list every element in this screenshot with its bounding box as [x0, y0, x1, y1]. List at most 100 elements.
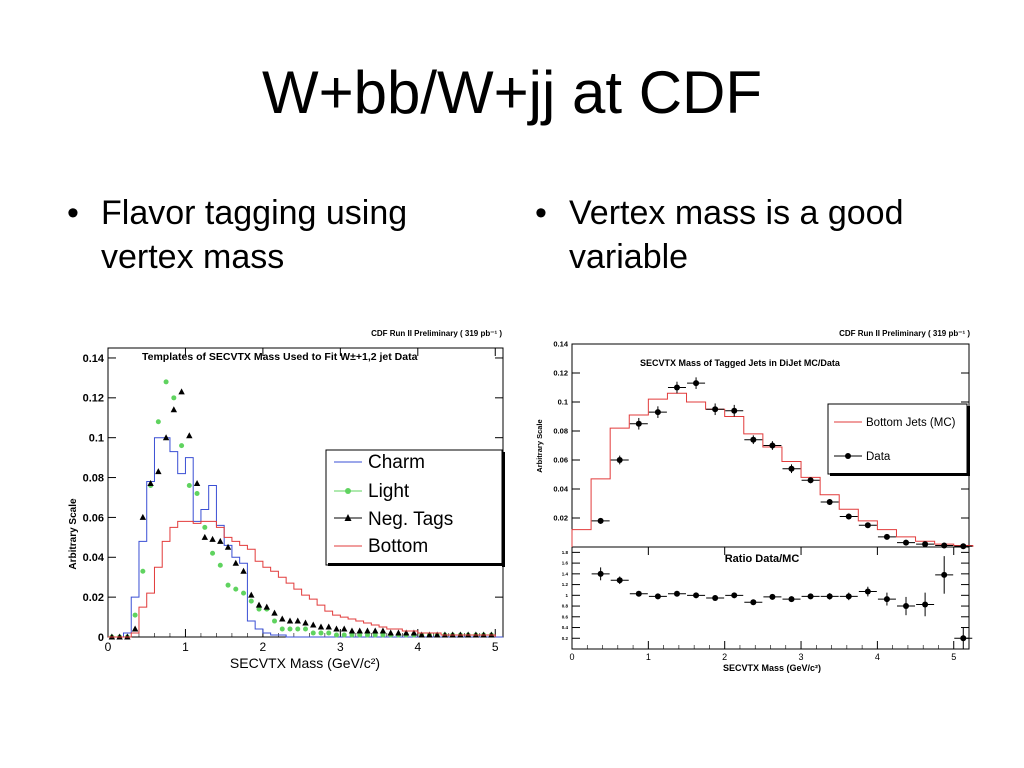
legend-light-marker — [345, 488, 351, 494]
y-tick-label: 0.02 — [553, 514, 568, 523]
light-marker — [179, 443, 185, 449]
legend-data-label: Data — [866, 451, 891, 463]
y-tick-label: 1.6 — [562, 561, 569, 566]
x-tick-label: 4 — [414, 640, 421, 654]
y-tick-label: 0.4 — [562, 625, 569, 630]
legend-charm-label: Charm — [368, 452, 425, 473]
x-tick-label: 2 — [260, 640, 267, 654]
chart-left-legend: Charm Light Neg. Tags Bottom — [325, 449, 505, 567]
chart-left-xlabel: SECVTX Mass (GeV/c²) — [230, 655, 380, 671]
negtags-marker — [224, 543, 232, 550]
negtags-marker — [426, 631, 433, 638]
light-marker — [163, 379, 169, 385]
data-point — [807, 477, 814, 484]
ratio-point — [731, 592, 738, 599]
data-point — [864, 522, 871, 529]
data-point — [826, 499, 833, 506]
y-tick-label: 0 — [98, 632, 104, 644]
data-point — [635, 420, 642, 427]
ratio-point — [960, 635, 967, 642]
negtags-marker — [433, 631, 441, 638]
light-marker — [364, 632, 370, 638]
light-marker — [279, 626, 285, 632]
chart-right-plot — [571, 377, 974, 550]
y-tick-label: 0.2 — [562, 636, 569, 641]
x-tick-label: 0 — [105, 640, 112, 654]
y-tick-label: 0.06 — [83, 512, 104, 524]
negtags-marker — [333, 625, 340, 632]
light-marker — [256, 606, 262, 612]
x-tick-label: 1 — [646, 652, 651, 662]
data-point — [769, 442, 776, 449]
data-point — [883, 533, 890, 540]
y-tick-label: 1.8 — [562, 550, 569, 555]
data-point — [693, 380, 700, 387]
legend-bottomjets-label: Bottom Jets (MC) — [866, 417, 956, 429]
data-point — [597, 517, 604, 524]
chart-left-axes: 0 1 2 3 4 5 0 0.02 0.04 0.06 0.08 0.1 0.12 0.14 — [83, 348, 503, 654]
light-marker — [202, 524, 208, 530]
negtags-marker — [186, 432, 193, 439]
ratio-point — [788, 596, 795, 603]
negtags-marker — [255, 601, 263, 608]
negtags-marker — [364, 627, 371, 634]
light-marker — [233, 586, 239, 592]
negtags-marker — [139, 513, 147, 520]
negtags-marker — [418, 631, 425, 638]
ratio-point — [750, 599, 757, 606]
chart-ratio-xlabel: SECVTX Mass (GeV/c²) — [723, 663, 821, 673]
data-point — [960, 543, 967, 550]
negtags-marker — [402, 629, 410, 636]
negtags-marker — [387, 629, 394, 636]
ratio-point — [826, 593, 833, 600]
ratio-point — [807, 593, 814, 600]
light-marker — [326, 630, 332, 636]
ratio-point — [845, 593, 852, 600]
bullet-right-line2: variable — [569, 238, 689, 276]
light-marker — [241, 590, 247, 596]
negtags-marker — [271, 609, 278, 616]
slide-title: W+bb/W+jj at CDF — [261, 59, 763, 126]
negtags-marker — [410, 629, 418, 636]
y-tick-label: 0.14 — [553, 340, 568, 349]
y-tick-label: 0.8 — [562, 604, 569, 609]
data-point — [731, 407, 738, 414]
histogram-charm — [108, 437, 503, 638]
negtags-marker — [240, 567, 247, 574]
data-point — [903, 539, 910, 546]
x-tick-label: 2 — [722, 652, 727, 662]
y-tick-label: 1.4 — [562, 571, 569, 576]
y-tick-label: 0.1 — [558, 398, 568, 407]
light-marker — [225, 582, 231, 588]
data-point — [673, 384, 680, 391]
chart-right-axes: 0.02 0.04 0.06 0.08 0.1 0.12 0.14 — [553, 340, 969, 523]
data-point — [941, 542, 948, 549]
negtags-marker — [155, 468, 162, 475]
bullet-right: • Vertex mass is a good variable — [535, 191, 989, 279]
x-tick-label: 4 — [875, 652, 880, 662]
negtags-marker — [372, 627, 379, 634]
light-marker — [210, 550, 216, 556]
ratio-point — [693, 592, 700, 599]
legend-light-label: Light — [368, 481, 410, 502]
bullet-dot: • — [535, 194, 547, 232]
bullet-left: • Flavor tagging using vertex mass — [67, 191, 501, 279]
x-tick-label: 5 — [492, 640, 499, 654]
negtags-marker — [286, 617, 294, 624]
negtags-marker — [310, 621, 317, 628]
legend-negtags-label: Neg. Tags — [368, 509, 453, 530]
negtags-marker — [217, 537, 224, 544]
data-point — [922, 541, 929, 548]
light-marker — [349, 632, 355, 638]
chart-right-ylabel: Arbitrary Scale — [535, 419, 544, 472]
negtags-marker — [209, 535, 216, 542]
negtags-marker — [170, 406, 178, 413]
negtags-marker — [395, 629, 402, 636]
bullet-left-line1: Flavor tagging using — [101, 194, 408, 232]
ratio-point — [941, 571, 948, 578]
negtags-marker — [317, 623, 325, 630]
ratio-point — [712, 595, 719, 601]
y-tick-label: 0.14 — [83, 353, 105, 365]
light-marker — [140, 568, 146, 574]
chart-ratio-axes: 0 1 2 3 4 5 0.2 0.4 0.6 0.8 1 1.2 1.4 1.6 1.8 — [562, 547, 969, 662]
